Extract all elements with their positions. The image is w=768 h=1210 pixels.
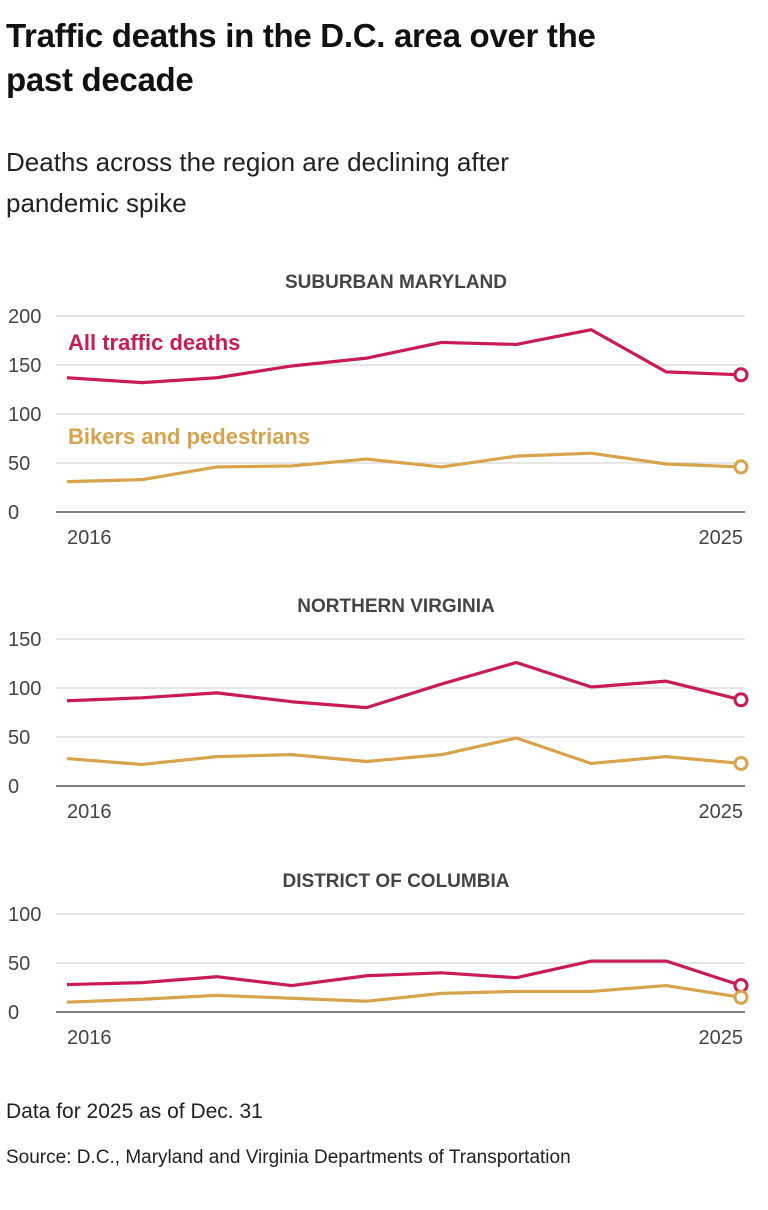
data-note: Data for 2025 as of Dec. 31	[6, 1100, 263, 1123]
series-line-bikers	[66, 736, 742, 767]
y-tick-label: 0	[8, 1002, 19, 1024]
panel-title: NORTHERN VIRGINIA	[297, 596, 495, 617]
y-tick-label: 0	[8, 502, 19, 524]
series-line-bikers	[66, 983, 742, 1004]
end-point-marker	[733, 755, 749, 771]
series-line-all	[66, 328, 742, 385]
y-tick-label: 50	[8, 453, 30, 475]
x-tick-label: 2016	[67, 801, 112, 823]
x-tick-label: 2016	[67, 1027, 112, 1049]
chart-subtitle: Deaths across the region are declining a…	[6, 147, 509, 218]
end-point-marker	[733, 459, 749, 475]
y-tick-label: 150	[8, 629, 41, 651]
end-point-marker	[733, 367, 749, 383]
end-point-marker	[733, 692, 749, 708]
end-point-marker	[733, 989, 749, 1005]
end-point-marker	[733, 978, 749, 994]
y-tick-label: 100	[8, 404, 41, 426]
series-line-all	[66, 660, 742, 710]
chart-title: Traffic deaths in the D.C. area over the…	[6, 17, 596, 98]
panel-title: DISTRICT OF COLUMBIA	[283, 871, 510, 892]
panel-title: SUBURBAN MARYLAND	[285, 272, 507, 293]
x-tick-label: 2016	[67, 527, 112, 549]
x-tick-label: 2025	[699, 801, 744, 823]
series-line-all	[66, 959, 742, 988]
series-line-bikers	[66, 451, 742, 484]
y-tick-label: 100	[8, 678, 41, 700]
y-tick-label: 200	[8, 306, 41, 328]
y-tick-label: 50	[8, 727, 30, 749]
source-note: Source: D.C., Maryland and Virginia Depa…	[6, 1147, 571, 1168]
series-label: Bikers and pedestrians	[68, 424, 310, 449]
y-tick-label: 0	[8, 776, 19, 798]
series-label: All traffic deaths	[68, 330, 240, 355]
y-tick-label: 50	[8, 953, 30, 975]
x-tick-label: 2025	[699, 1027, 744, 1049]
y-tick-label: 100	[8, 904, 41, 926]
x-tick-label: 2025	[699, 527, 744, 549]
y-tick-label: 150	[8, 355, 41, 377]
